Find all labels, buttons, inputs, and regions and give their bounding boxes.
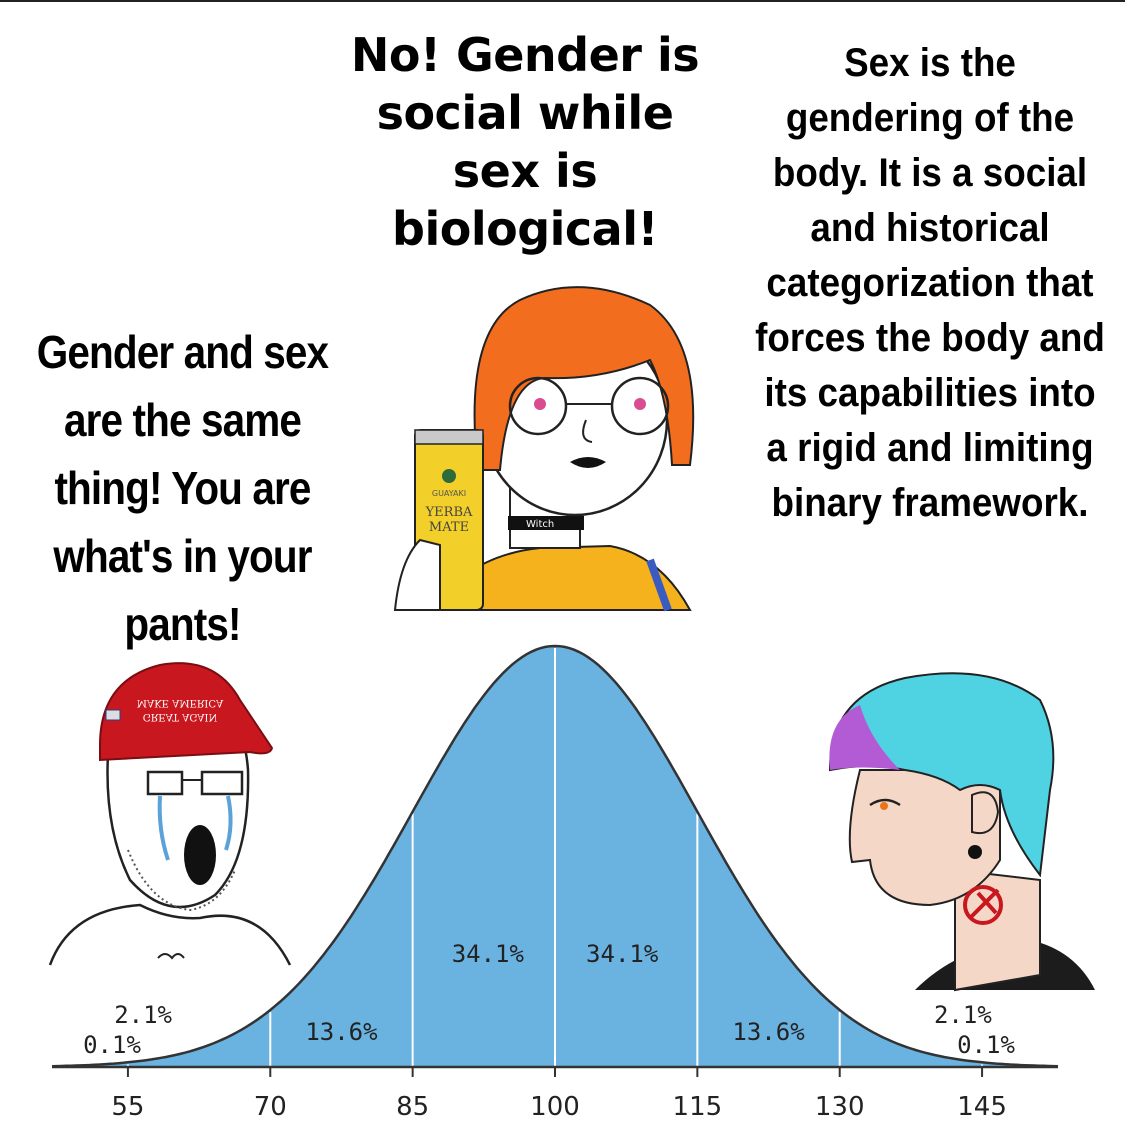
- segment-percent-label: 2.1%: [114, 1001, 172, 1029]
- x-tick-label: 70: [254, 1092, 287, 1122]
- right-eye: [634, 398, 646, 410]
- hat-flag-icon: [105, 709, 121, 721]
- middle-speech-text: No! Gender is social while sex is biolog…: [350, 28, 700, 256]
- lips: [570, 457, 606, 468]
- can-top: [414, 429, 484, 445]
- hand: [393, 538, 441, 611]
- top-border: [0, 0, 1125, 2]
- nose: [582, 419, 593, 443]
- x-tick-label: 85: [396, 1092, 429, 1122]
- segment-percent-label: 2.1%: [934, 1001, 992, 1029]
- can-label-yerba: YERBA: [425, 505, 473, 520]
- tail-percent-label-right: 0.1%: [957, 1031, 1015, 1059]
- wojak-body: [48, 903, 292, 966]
- segment-percent-label: 34.1%: [586, 940, 659, 968]
- wojak-beard: [127, 849, 236, 912]
- middle-character: Witch GUAYAKI YERBA MATE: [393, 286, 695, 612]
- segment-percent-label: 13.6%: [732, 1018, 805, 1046]
- ear: [971, 791, 1000, 834]
- neck-right: [954, 868, 1041, 992]
- iris-right-char: [880, 802, 888, 810]
- shirt-strap: [646, 558, 672, 612]
- purple-hair-streak: [829, 705, 900, 770]
- wojak-mouth: [184, 825, 216, 885]
- tattoo-detail: [968, 888, 1000, 920]
- maga-hat: [99, 662, 274, 762]
- wojak-glasses-left: [146, 770, 184, 796]
- eye-right-char: [869, 798, 901, 807]
- left-eye: [534, 398, 546, 410]
- right-character: [828, 672, 1095, 992]
- curve-outline: [51, 644, 1059, 1068]
- wojak-collarbone: [157, 953, 185, 960]
- wojak-glasses-right: [200, 770, 244, 796]
- left-speech-text: Gender and sex are the same thing! You a…: [36, 326, 329, 650]
- blue-hair: [828, 672, 1055, 878]
- segment-percent-label: 34.1%: [452, 940, 525, 968]
- tears-icon: [157, 795, 233, 861]
- x-tick-label: 55: [111, 1092, 144, 1122]
- glasses-left-lens: [508, 376, 568, 436]
- can-label-mate: MATE: [429, 520, 469, 535]
- x-tick-label: 130: [815, 1092, 865, 1122]
- left-character: MAKE AMERICA GREAT AGAIN: [48, 662, 292, 966]
- choker-text: Witch: [526, 519, 554, 530]
- can-logo-icon: [442, 469, 456, 483]
- x-tick-label: 100: [530, 1092, 580, 1122]
- face-right: [848, 769, 1001, 907]
- tail-percent-label-left: 0.1%: [83, 1031, 141, 1059]
- bell-curve-chart: 55 70 85 100 115 130 145 2.1% 13.6% 34.1% 34.1% 13…: [51, 644, 1059, 1122]
- choker: [508, 516, 584, 530]
- glasses-right-lens: [610, 376, 670, 436]
- hat-text-1: MAKE AMERICA: [137, 697, 224, 708]
- right-speech-text: Sex is the gendering of the body. It is …: [755, 41, 1105, 525]
- x-tick-label: 145: [957, 1092, 1007, 1122]
- segment-percent-label: 13.6%: [305, 1018, 378, 1046]
- can-brand: GUAYAKI: [432, 489, 466, 498]
- x-tick-label: 115: [673, 1092, 723, 1122]
- hammer-sickle-tattoo-icon: [963, 885, 1003, 925]
- hat-text-2: GREAT AGAIN: [143, 711, 218, 722]
- earring-plug: [968, 845, 982, 859]
